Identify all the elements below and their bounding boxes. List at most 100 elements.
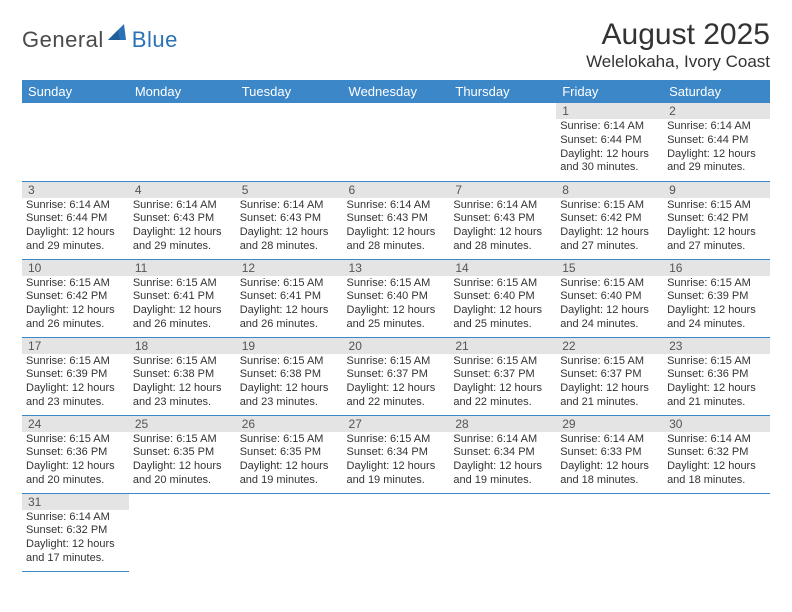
day-info: Sunrise: 6:15 AMSunset: 6:40 PMDaylight:… bbox=[343, 276, 450, 334]
info-line: Daylight: 12 hours bbox=[667, 148, 766, 162]
calendar-row: 17Sunrise: 6:15 AMSunset: 6:39 PMDayligh… bbox=[22, 337, 770, 415]
info-line: Sunrise: 6:15 AM bbox=[240, 355, 339, 369]
day-info: Sunrise: 6:15 AMSunset: 6:41 PMDaylight:… bbox=[236, 276, 343, 334]
calendar-cell: 22Sunrise: 6:15 AMSunset: 6:37 PMDayligh… bbox=[556, 337, 663, 415]
info-line: Daylight: 12 hours bbox=[560, 382, 659, 396]
calendar-cell: 9Sunrise: 6:15 AMSunset: 6:42 PMDaylight… bbox=[663, 181, 770, 259]
day-number: 28 bbox=[449, 416, 556, 432]
calendar-cell: 10Sunrise: 6:15 AMSunset: 6:42 PMDayligh… bbox=[22, 259, 129, 337]
month-title: August 2025 bbox=[586, 18, 770, 52]
info-line: Sunset: 6:43 PM bbox=[347, 212, 446, 226]
info-line: Daylight: 12 hours bbox=[667, 226, 766, 240]
info-line: Sunset: 6:39 PM bbox=[26, 368, 125, 382]
logo-sail-icon bbox=[108, 24, 130, 47]
day-info: Sunrise: 6:15 AMSunset: 6:39 PMDaylight:… bbox=[22, 354, 129, 412]
info-line: Sunset: 6:34 PM bbox=[347, 446, 446, 460]
info-line: Sunset: 6:44 PM bbox=[560, 134, 659, 148]
day-info: Sunrise: 6:15 AMSunset: 6:39 PMDaylight:… bbox=[663, 276, 770, 334]
info-line: Sunset: 6:32 PM bbox=[26, 524, 125, 538]
calendar-cell: 15Sunrise: 6:15 AMSunset: 6:40 PMDayligh… bbox=[556, 259, 663, 337]
calendar-cell: 30Sunrise: 6:14 AMSunset: 6:32 PMDayligh… bbox=[663, 415, 770, 493]
info-line: and 29 minutes. bbox=[26, 240, 125, 254]
info-line: Sunset: 6:43 PM bbox=[453, 212, 552, 226]
info-line: Sunset: 6:41 PM bbox=[133, 290, 232, 304]
calendar-cell bbox=[556, 493, 663, 571]
day-number: 17 bbox=[22, 338, 129, 354]
info-line: Daylight: 12 hours bbox=[240, 460, 339, 474]
calendar-cell bbox=[663, 493, 770, 571]
info-line: and 25 minutes. bbox=[453, 318, 552, 332]
calendar-cell: 23Sunrise: 6:15 AMSunset: 6:36 PMDayligh… bbox=[663, 337, 770, 415]
info-line: and 24 minutes. bbox=[667, 318, 766, 332]
info-line: Daylight: 12 hours bbox=[26, 226, 125, 240]
calendar-cell: 16Sunrise: 6:15 AMSunset: 6:39 PMDayligh… bbox=[663, 259, 770, 337]
info-line: Sunrise: 6:15 AM bbox=[667, 199, 766, 213]
info-line: Daylight: 12 hours bbox=[453, 460, 552, 474]
calendar-cell: 3Sunrise: 6:14 AMSunset: 6:44 PMDaylight… bbox=[22, 181, 129, 259]
calendar-row: 10Sunrise: 6:15 AMSunset: 6:42 PMDayligh… bbox=[22, 259, 770, 337]
info-line: and 22 minutes. bbox=[347, 396, 446, 410]
calendar-cell: 29Sunrise: 6:14 AMSunset: 6:33 PMDayligh… bbox=[556, 415, 663, 493]
calendar-table: Sunday Monday Tuesday Wednesday Thursday… bbox=[22, 80, 770, 572]
day-number: 24 bbox=[22, 416, 129, 432]
day-info: Sunrise: 6:15 AMSunset: 6:36 PMDaylight:… bbox=[663, 354, 770, 412]
calendar-cell bbox=[343, 103, 450, 181]
info-line: Sunrise: 6:15 AM bbox=[26, 433, 125, 447]
calendar-cell: 8Sunrise: 6:15 AMSunset: 6:42 PMDaylight… bbox=[556, 181, 663, 259]
day-info: Sunrise: 6:15 AMSunset: 6:37 PMDaylight:… bbox=[556, 354, 663, 412]
day-number: 27 bbox=[343, 416, 450, 432]
info-line: Sunset: 6:44 PM bbox=[26, 212, 125, 226]
day-info: Sunrise: 6:14 AMSunset: 6:44 PMDaylight:… bbox=[663, 119, 770, 177]
info-line: Sunset: 6:38 PM bbox=[240, 368, 339, 382]
info-line: Daylight: 12 hours bbox=[347, 382, 446, 396]
day-number: 26 bbox=[236, 416, 343, 432]
day-number: 4 bbox=[129, 182, 236, 198]
day-number: 2 bbox=[663, 103, 770, 119]
info-line: Sunset: 6:36 PM bbox=[26, 446, 125, 460]
calendar-cell: 24Sunrise: 6:15 AMSunset: 6:36 PMDayligh… bbox=[22, 415, 129, 493]
info-line: and 27 minutes. bbox=[560, 240, 659, 254]
day-info: Sunrise: 6:15 AMSunset: 6:38 PMDaylight:… bbox=[236, 354, 343, 412]
day-info: Sunrise: 6:14 AMSunset: 6:43 PMDaylight:… bbox=[449, 198, 556, 256]
info-line: Sunrise: 6:15 AM bbox=[26, 355, 125, 369]
info-line: Sunset: 6:36 PM bbox=[667, 368, 766, 382]
calendar-cell: 27Sunrise: 6:15 AMSunset: 6:34 PMDayligh… bbox=[343, 415, 450, 493]
info-line: Sunset: 6:43 PM bbox=[133, 212, 232, 226]
day-info: Sunrise: 6:14 AMSunset: 6:44 PMDaylight:… bbox=[22, 198, 129, 256]
info-line: and 23 minutes. bbox=[240, 396, 339, 410]
info-line: Sunrise: 6:14 AM bbox=[240, 199, 339, 213]
info-line: Sunset: 6:42 PM bbox=[560, 212, 659, 226]
day-info: Sunrise: 6:15 AMSunset: 6:35 PMDaylight:… bbox=[236, 432, 343, 490]
day-number: 10 bbox=[22, 260, 129, 276]
info-line: and 18 minutes. bbox=[667, 474, 766, 488]
day-number: 23 bbox=[663, 338, 770, 354]
calendar-cell: 20Sunrise: 6:15 AMSunset: 6:37 PMDayligh… bbox=[343, 337, 450, 415]
info-line: Daylight: 12 hours bbox=[347, 460, 446, 474]
calendar-cell: 17Sunrise: 6:15 AMSunset: 6:39 PMDayligh… bbox=[22, 337, 129, 415]
calendar-cell bbox=[22, 103, 129, 181]
info-line: Sunrise: 6:15 AM bbox=[453, 277, 552, 291]
calendar-cell: 21Sunrise: 6:15 AMSunset: 6:37 PMDayligh… bbox=[449, 337, 556, 415]
day-number: 8 bbox=[556, 182, 663, 198]
weekday-header: Tuesday bbox=[236, 80, 343, 103]
info-line: Sunrise: 6:14 AM bbox=[453, 199, 552, 213]
info-line: and 19 minutes. bbox=[453, 474, 552, 488]
calendar-row: 1Sunrise: 6:14 AMSunset: 6:44 PMDaylight… bbox=[22, 103, 770, 181]
info-line: Daylight: 12 hours bbox=[667, 382, 766, 396]
info-line: and 28 minutes. bbox=[453, 240, 552, 254]
info-line: Sunrise: 6:14 AM bbox=[26, 199, 125, 213]
day-info: Sunrise: 6:15 AMSunset: 6:34 PMDaylight:… bbox=[343, 432, 450, 490]
calendar-row: 31Sunrise: 6:14 AMSunset: 6:32 PMDayligh… bbox=[22, 493, 770, 571]
info-line: Sunset: 6:44 PM bbox=[667, 134, 766, 148]
info-line: Daylight: 12 hours bbox=[240, 226, 339, 240]
info-line: Sunrise: 6:15 AM bbox=[240, 433, 339, 447]
calendar-row: 24Sunrise: 6:15 AMSunset: 6:36 PMDayligh… bbox=[22, 415, 770, 493]
calendar-cell bbox=[236, 493, 343, 571]
info-line: Sunrise: 6:15 AM bbox=[133, 355, 232, 369]
calendar-cell: 31Sunrise: 6:14 AMSunset: 6:32 PMDayligh… bbox=[22, 493, 129, 571]
info-line: Sunset: 6:40 PM bbox=[560, 290, 659, 304]
day-info: Sunrise: 6:15 AMSunset: 6:42 PMDaylight:… bbox=[556, 198, 663, 256]
info-line: Daylight: 12 hours bbox=[240, 382, 339, 396]
day-info: Sunrise: 6:15 AMSunset: 6:36 PMDaylight:… bbox=[22, 432, 129, 490]
info-line: and 19 minutes. bbox=[240, 474, 339, 488]
